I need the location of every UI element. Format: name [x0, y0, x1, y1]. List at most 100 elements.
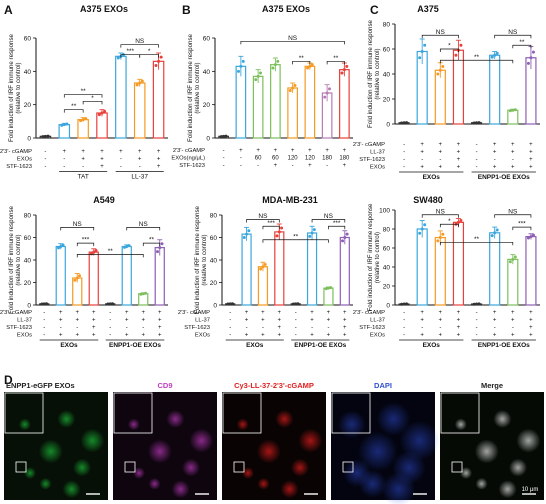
data-point: [258, 71, 262, 75]
y-axis-label: Fold induction of IRF immune response(re…: [8, 205, 22, 314]
row-value: +: [278, 325, 282, 331]
y-tick-label: 60: [383, 47, 391, 54]
row-value: -: [63, 164, 65, 170]
row-value: +: [100, 164, 104, 170]
data-point: [340, 71, 344, 75]
row-value: +: [511, 310, 515, 316]
data-point: [97, 113, 101, 117]
bar: [138, 293, 149, 306]
row-value: +: [439, 142, 443, 148]
row-value: +: [92, 325, 96, 331]
y-tick-label: 40: [24, 258, 32, 265]
row-value: +: [125, 333, 129, 339]
row-label: EXOs: [195, 333, 210, 339]
row-value: +: [63, 149, 67, 155]
row-value: +: [529, 310, 533, 316]
significance-bracket: [439, 48, 459, 52]
data-point: [326, 286, 330, 290]
group-label: ENPP1-OE EXOs: [294, 342, 346, 349]
row-label: LL-37: [17, 318, 32, 324]
signal-spot: [148, 477, 161, 490]
significance-label: **: [519, 39, 525, 46]
bar: [452, 49, 465, 125]
row-value: +: [59, 318, 63, 324]
significance-label: NS: [508, 208, 518, 215]
data-point: [155, 250, 159, 254]
row-value: -: [403, 333, 405, 339]
row-value: +: [327, 310, 331, 316]
signal-spot: [73, 458, 91, 477]
row-value: -: [43, 333, 45, 339]
data-point: [436, 72, 440, 76]
data-point: [508, 109, 512, 113]
row-value: +: [457, 333, 461, 339]
significance-label: ***: [126, 48, 134, 55]
data-point: [495, 228, 499, 232]
y-tick-label: 20: [24, 102, 32, 109]
data-point: [108, 302, 112, 306]
data-point: [402, 121, 406, 125]
row-value: -: [476, 325, 478, 331]
group-label: TAT: [77, 174, 88, 181]
data-point: [400, 121, 404, 125]
row-value: -: [403, 318, 405, 324]
significance-label: NS: [436, 29, 446, 36]
row-value: -: [476, 150, 478, 156]
data-point: [441, 232, 445, 236]
data-point: [144, 291, 148, 295]
row-value: -: [512, 325, 514, 331]
bar: [489, 54, 501, 125]
data-point: [436, 239, 440, 243]
row-value: -: [44, 157, 46, 163]
row-label: STF-1623: [6, 164, 32, 170]
roi-box: [233, 461, 245, 473]
y-tick-label: 0: [27, 303, 31, 310]
significance-label: **: [71, 103, 77, 110]
data-point: [323, 95, 327, 99]
signal-spot: [498, 480, 517, 499]
significance-label: **: [474, 54, 480, 61]
data-point: [237, 69, 241, 73]
roi-box: [451, 461, 463, 473]
row-value: +: [278, 333, 282, 339]
row-value: +: [158, 325, 162, 331]
row-value: -: [240, 156, 242, 162]
row-value: +: [493, 150, 497, 156]
data-point: [345, 232, 349, 236]
data-point: [291, 86, 295, 90]
bar: [154, 247, 165, 306]
row-label: 2'3'- cGAMP: [353, 310, 385, 316]
data-point: [140, 79, 144, 83]
data-point: [75, 276, 79, 280]
row-value: +: [75, 310, 79, 316]
significance-label: *: [148, 48, 151, 55]
significance-bracket: [439, 223, 459, 228]
panel-title: SW480: [413, 195, 443, 205]
data-point: [327, 87, 331, 91]
significance-label: **: [474, 236, 480, 243]
row-value: +: [141, 310, 145, 316]
group-label: EXOs: [423, 342, 441, 349]
signal-spot: [298, 428, 323, 453]
bar: [339, 69, 350, 139]
y-axis-label: Fold induction of IRF immune response(re…: [187, 33, 201, 142]
data-point: [293, 84, 297, 87]
row-value: -: [403, 325, 405, 331]
row-value: -: [311, 325, 313, 331]
data-point: [531, 50, 535, 54]
row-value: -: [421, 325, 423, 331]
channel-label: Merge: [481, 381, 503, 390]
row-value: +: [439, 333, 443, 339]
row-value: -: [439, 325, 441, 331]
data-point: [310, 231, 314, 235]
data-point: [308, 234, 312, 238]
row-value: -: [476, 165, 478, 171]
data-point: [296, 302, 300, 306]
y-tick-label: 20: [383, 284, 391, 291]
group-label: ENPP1-OE EXOs: [109, 342, 161, 349]
data-point: [438, 68, 442, 72]
data-point: [441, 65, 445, 68]
